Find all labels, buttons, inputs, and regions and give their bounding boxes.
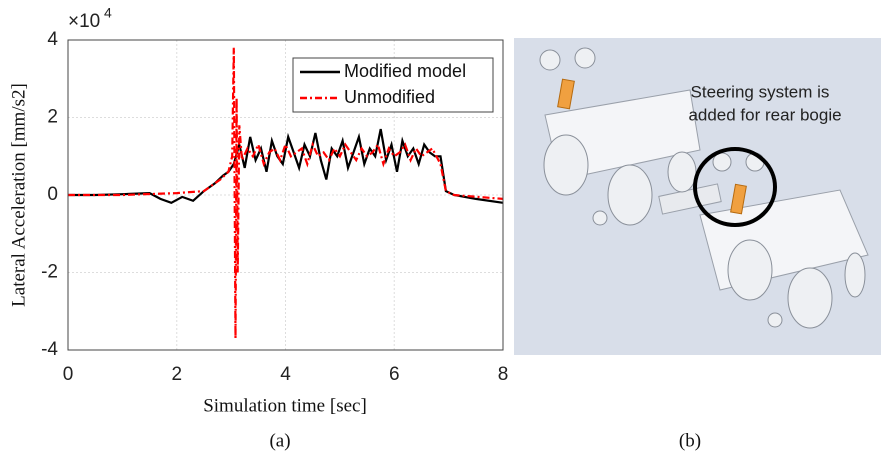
x-tick-label: 8 <box>498 364 509 385</box>
x-tick-label: 0 <box>63 364 74 385</box>
guide-roller <box>575 48 595 68</box>
stabilizer <box>768 313 782 327</box>
x-tick-label: 2 <box>171 364 182 385</box>
guide-roller <box>540 50 560 70</box>
y-multiplier-exponent: 4 <box>104 5 112 21</box>
stabilizer <box>593 211 607 225</box>
wheel <box>845 253 865 297</box>
caption: (b) <box>679 430 701 451</box>
wheel <box>788 268 832 328</box>
bogie-image: Steering system is added for rear bogie <box>514 38 881 355</box>
legend-label: Modified model <box>344 61 466 81</box>
wheel <box>544 135 588 195</box>
x-axis-label: Simulation time [sec] <box>203 395 367 416</box>
legend-label: Unmodified <box>344 87 435 107</box>
figure: ×10 4 Simulation time [sec] Lateral Acce… <box>0 0 881 458</box>
y-tick-label: -2 <box>41 262 58 283</box>
annotation: Steering system is <box>691 82 830 101</box>
wheel <box>608 165 652 225</box>
caption: (a) <box>269 430 290 451</box>
y-tick-label: 4 <box>47 29 58 50</box>
y-tick-label: 2 <box>47 107 58 128</box>
wheel <box>728 240 772 300</box>
legend: Modified model Unmodified <box>293 58 493 112</box>
x-tick-label: 6 <box>389 364 400 385</box>
y-multiplier: ×10 <box>68 11 100 32</box>
x-tick-label: 4 <box>280 364 291 385</box>
wheel <box>668 152 696 192</box>
y-axis-label: Lateral Acceleration [mm/s2] <box>8 83 29 307</box>
y-tick-label: -4 <box>41 339 58 360</box>
y-tick-label: 0 <box>47 184 58 205</box>
annotation: added for rear bogie <box>688 105 841 124</box>
